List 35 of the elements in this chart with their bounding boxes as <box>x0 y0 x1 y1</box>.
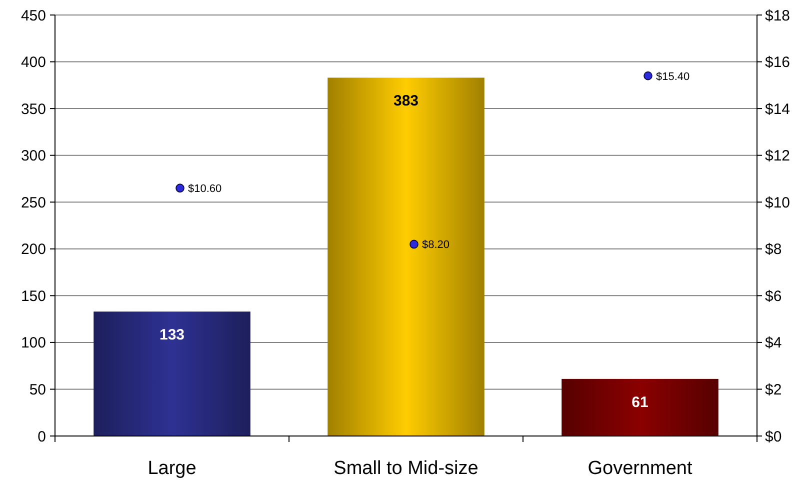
y-tick-label: 50 <box>29 381 46 398</box>
y-tick-label: 100 <box>20 334 46 352</box>
data-label: $8.20 <box>422 239 450 252</box>
y-tick-label: 350 <box>20 100 46 118</box>
x-tick-label: Large <box>148 458 196 479</box>
point <box>410 240 418 249</box>
y2-tick-label: $14 <box>765 100 790 118</box>
y2-tick-label: $16 <box>765 54 790 72</box>
data-label: 61 <box>632 394 648 411</box>
y2-tick-label: $12 <box>765 148 790 165</box>
y2-tick-label: $18 <box>765 7 790 24</box>
y-tick-label: 450 <box>20 7 46 24</box>
point <box>176 184 184 192</box>
bar <box>562 378 718 436</box>
y-tick-label: 0 <box>38 428 46 446</box>
bar <box>328 78 484 436</box>
y2-tick-label: $6 <box>765 288 782 305</box>
x-tick-label: Small to Mid-size <box>334 458 478 479</box>
y2-tick-label: $8 <box>765 241 782 258</box>
y-tick-label: 300 <box>20 148 46 165</box>
y-tick-label: 200 <box>20 241 46 258</box>
y2-tick-label: $0 <box>765 428 782 446</box>
y-tick-label: 400 <box>20 54 46 72</box>
data-label: 383 <box>393 92 419 110</box>
y2-tick-label: $2 <box>765 381 782 398</box>
y-tick-label: 150 <box>20 288 46 305</box>
point <box>644 71 652 80</box>
y-tick-label: 250 <box>20 194 46 212</box>
x-tick-label: Government <box>588 458 693 479</box>
bar <box>94 312 250 436</box>
y2-tick-label: $10 <box>765 194 790 212</box>
data-label: 133 <box>159 326 185 344</box>
data-label: $10.60 <box>188 183 222 196</box>
data-label: $15.40 <box>656 70 690 83</box>
y2-tick-label: $4 <box>765 334 782 352</box>
